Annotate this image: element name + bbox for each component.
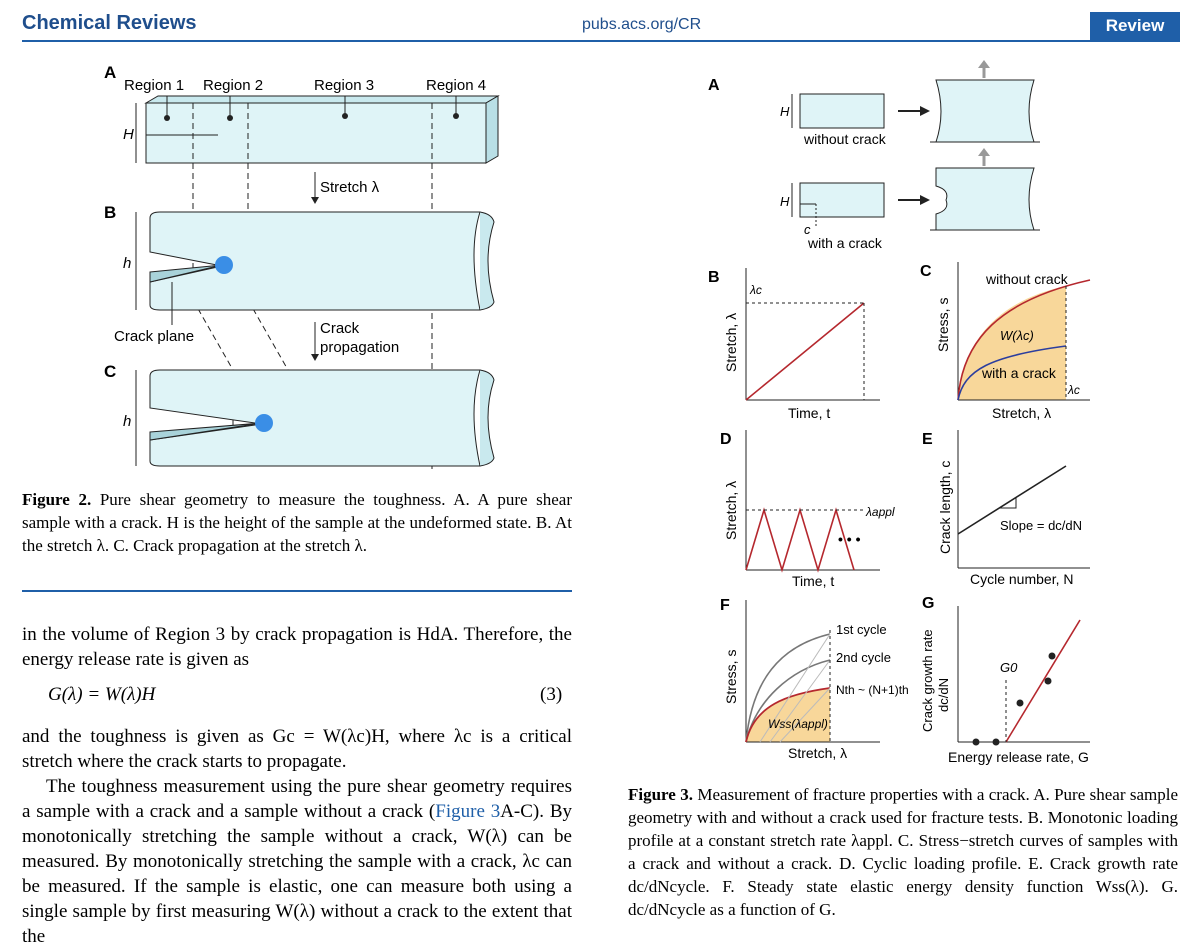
- fig3-c-xlabel: Stretch, λ: [992, 405, 1051, 421]
- fig3-a-without: without crack: [803, 131, 887, 147]
- fig3-b-ylabel: Stretch, λ: [723, 313, 739, 372]
- figure-3-caption: Figure 3. Measurement of fracture proper…: [628, 783, 1178, 921]
- fig3-b-lambda-c: λc: [749, 283, 762, 297]
- fig2-panel-b-label: B: [104, 203, 116, 222]
- fig3-c-with: with a crack: [981, 365, 1057, 381]
- journal-title[interactable]: Chemical Reviews: [22, 12, 197, 35]
- fig3-e-ylabel: Crack length, c: [937, 461, 953, 554]
- fig3-panel-c-label: C: [920, 263, 932, 280]
- fig2-h-label-b: h: [123, 255, 131, 272]
- fig3-g-g0: G0: [1000, 660, 1018, 675]
- fig3-g-xlabel: Energy release rate, G: [948, 749, 1089, 765]
- fig3-a-H-2: H: [780, 194, 790, 209]
- fig3-c-without: without crack: [985, 271, 1069, 287]
- fig3-g-point: [1017, 700, 1024, 707]
- fig3-c-area: [958, 286, 1066, 400]
- fig2-panel-a-label: A: [104, 63, 116, 82]
- fig3-caption-label: Figure 3.: [628, 785, 693, 804]
- fig3-g-point: [1049, 653, 1056, 660]
- fig3-f-xlabel: Stretch, λ: [788, 745, 847, 761]
- fig3-b-xlabel: Time, t: [788, 405, 830, 421]
- fig3-a-with: with a crack: [807, 235, 883, 251]
- fig3-d-ylabel: Stretch, λ: [723, 481, 739, 540]
- fig3-d-dots: • • •: [838, 531, 861, 547]
- fig3-f-wss: Wss(λappl): [768, 717, 828, 731]
- fig3-f-2nd: 2nd cycle: [836, 650, 891, 665]
- p3-text-b: A-C). By monotonically stretching the sa…: [22, 801, 572, 947]
- fig2-crack-plane-label: Crack plane: [114, 328, 194, 345]
- fig3-g-ylabel: Crack growth rate: [920, 629, 935, 732]
- caption-rule: [22, 590, 572, 592]
- fig3-c-ylabel: Stress, s: [935, 298, 951, 352]
- fig3-e-slope: Slope = dc/dN: [1000, 518, 1082, 533]
- body-paragraph-2: and the toughness is given as Gc = W(λc)…: [22, 724, 572, 774]
- body-paragraph-1: in the volume of Region 3 by crack propa…: [22, 622, 572, 672]
- fig2-panel-c-label: C: [104, 362, 116, 381]
- fig2-caption-label: Figure 2.: [22, 490, 91, 509]
- fig2-H-label: H: [123, 126, 134, 143]
- fig3-c-w: W(λc): [1000, 328, 1034, 343]
- fig3-d-xlabel: Time, t: [792, 573, 834, 589]
- fig3-e-xlabel: Cycle number, N: [970, 571, 1073, 587]
- fig3-f-nth: Nth ~ (N+1)th: [836, 683, 909, 697]
- equation-3: G(λ) = W(λ)H: [48, 684, 155, 706]
- fig2-region-1: Region 1: [124, 77, 184, 94]
- fig2-h-label-c: h: [123, 413, 131, 430]
- fig3-g-point: [993, 739, 1000, 746]
- fig2-sample-c: [150, 370, 480, 466]
- fig3-f-1st: 1st cycle: [836, 622, 887, 637]
- fig3-g-point: [973, 739, 980, 746]
- fig3-panel-a-label: A: [708, 77, 720, 94]
- fig3-panel-e-label: E: [922, 431, 933, 448]
- equation-number: (3): [540, 684, 562, 706]
- journal-url[interactable]: pubs.acs.org/CR: [582, 16, 701, 34]
- fig3-a-H-1: H: [780, 104, 790, 119]
- body-paragraph-3: The toughness measurement using the pure…: [22, 774, 572, 949]
- figure-3: A H without crack H c with a crack B λc …: [620, 56, 1190, 776]
- header-rule: [22, 40, 1180, 42]
- fig2-sample-a-front: [146, 103, 486, 163]
- fig3-panel-b-label: B: [708, 269, 720, 286]
- fig2-crack-tip-c: [255, 414, 273, 432]
- fig2-region-2: Region 2: [203, 77, 263, 94]
- fig3-f-ylabel: Stress, s: [723, 650, 739, 704]
- fig2-sample-a-side: [486, 96, 498, 163]
- fig3-g-ylabel2: dc/dN: [936, 678, 951, 712]
- fig2-stretch-label: Stretch λ: [320, 179, 380, 196]
- fig2-region-3: Region 3: [314, 77, 374, 94]
- figure-2: A Region 1 Region 2 Region 3 Region 4 H …: [0, 50, 600, 480]
- fig2-crack-label: Crack: [320, 320, 360, 337]
- fig2-region-4: Region 4: [426, 77, 486, 94]
- fig2-sample-a-top: [146, 96, 498, 103]
- figure-3-link[interactable]: Figure 3: [435, 801, 500, 822]
- fig2-sample-b: [150, 212, 480, 310]
- fig3-panel-d-label: D: [720, 431, 732, 448]
- fig2-crack-tip-b: [215, 256, 233, 274]
- figure-2-caption: Figure 2. Pure shear geometry to measure…: [22, 488, 572, 557]
- article-type-badge: Review: [1090, 12, 1180, 40]
- fig3-c-lambda-c: λc: [1067, 383, 1080, 397]
- fig2-propagation-label: propagation: [320, 339, 399, 356]
- fig3-panel-g-label: G: [922, 595, 934, 612]
- fig3-d-lambda-appl: λappl: [865, 505, 895, 519]
- fig2-caption-text: Pure shear geometry to measure the tough…: [22, 490, 572, 555]
- fig3-panel-f-label: F: [720, 597, 730, 614]
- fig3-g-point: [1045, 678, 1052, 685]
- fig3-caption-text: Measurement of fracture properties with …: [628, 785, 1178, 919]
